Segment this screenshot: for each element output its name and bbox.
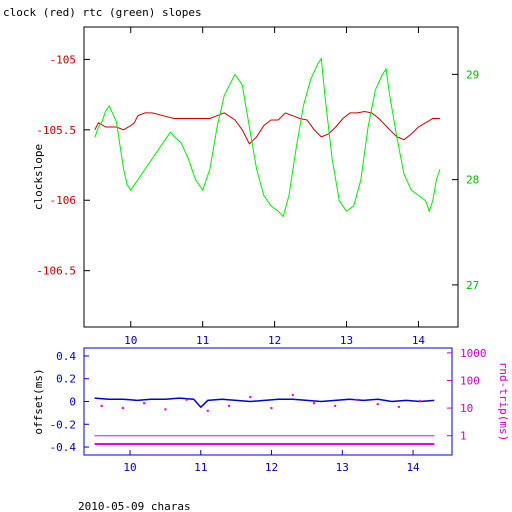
roundtrip-point <box>121 406 125 410</box>
bottom-y2-tick-label: 1000 <box>460 347 487 360</box>
roundtrip-point <box>376 402 379 406</box>
top-x-tick-label: 10 <box>124 334 137 347</box>
series-line-rtc <box>94 57 441 218</box>
roundtrip-point <box>312 402 316 405</box>
bottom-y2-axis-label: rnd-trip(ms) <box>497 362 510 441</box>
bottom-y2-tick-label: 100 <box>460 374 480 387</box>
roundtrip-point <box>397 405 401 409</box>
top-y2-tick-label: 28 <box>466 174 479 187</box>
top-y-tick-label: -105.5 <box>36 124 76 137</box>
top-y2-tick-label: 29 <box>466 68 479 81</box>
roundtrip-point <box>291 393 294 397</box>
series-line-offset <box>94 397 435 409</box>
bottom-x-tick-label: 13 <box>336 461 349 474</box>
top-x-tick-label: 11 <box>196 334 209 347</box>
roundtrip-point <box>419 399 422 403</box>
top-plot-frame <box>83 26 459 328</box>
bottom-y-tick-label: 0.4 <box>56 350 76 363</box>
bottom-plot: 10 11 12 13 14 0.4 0.2 0 -0.2 -0.4 1000 100 10 1 offse… <box>32 347 510 474</box>
bottom-x-tick-label: 11 <box>194 461 207 474</box>
top-y-tick-label: -105 <box>50 53 77 66</box>
roundtrip-point <box>206 409 209 412</box>
bottom-y-tick-label: 0 <box>69 396 76 409</box>
chart-title: clock (red) rtc (green) slopes <box>3 6 202 19</box>
bottom-y2-tick-label: 10 <box>460 402 473 415</box>
bottom-x-tick-label: 10 <box>123 461 136 474</box>
roundtrip-point <box>185 398 188 401</box>
bottom-y2-tick-label: 1 <box>460 430 467 443</box>
roundtrip-point <box>164 408 167 411</box>
top-y-axis-label: clockslope <box>32 144 45 210</box>
top-y-tick-label: -106.5 <box>36 265 76 278</box>
bottom-y-tick-label: -0.4 <box>50 441 77 454</box>
bottom-y-tick-label: 0.2 <box>56 373 76 386</box>
top-x-tick-label: 14 <box>412 334 426 347</box>
series-line-clock <box>94 110 440 145</box>
bottom-y-axis-label: offset(ms) <box>32 368 45 434</box>
top-x-tick-label: 13 <box>340 334 353 347</box>
roundtrip-point <box>270 406 273 410</box>
top-y2-tick-label: 27 <box>466 279 479 292</box>
top-x-tick-label: 12 <box>268 334 281 347</box>
roundtrip-point <box>143 402 146 405</box>
top-y-tick-label: -106 <box>50 194 77 207</box>
roundtrip-point <box>249 395 252 399</box>
bottom-x-tick-label: 12 <box>265 461 278 474</box>
roundtrip-point <box>227 404 231 408</box>
footer-label: 2010-05-09 charas <box>78 500 191 512</box>
roundtrip-point <box>355 398 358 401</box>
roundtrip-point <box>334 404 337 408</box>
roundtrip-point <box>100 404 103 408</box>
bottom-x-tick-label: 14 <box>406 461 420 474</box>
top-plot: 10 11 12 13 14 -105 -105.5 -106 -106.5 29 28 27 cloc… <box>32 26 479 347</box>
bottom-y-tick-label: -0.2 <box>50 418 77 431</box>
